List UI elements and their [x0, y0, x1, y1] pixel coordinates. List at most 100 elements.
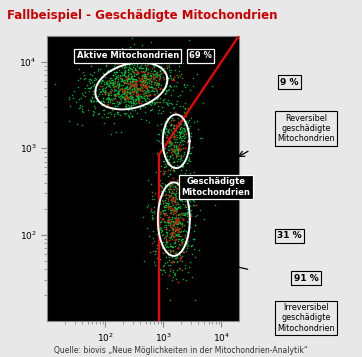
Point — [156, 64, 162, 70]
Point — [143, 98, 149, 104]
Point — [186, 264, 192, 270]
Point — [131, 81, 137, 87]
Point — [179, 183, 185, 188]
Point — [180, 60, 186, 66]
Point — [128, 104, 134, 109]
Point — [186, 183, 192, 189]
Point — [141, 53, 147, 59]
Point — [172, 135, 178, 140]
Point — [179, 163, 185, 169]
Point — [173, 255, 178, 261]
Point — [170, 194, 176, 200]
Point — [174, 216, 180, 222]
Point — [157, 266, 163, 272]
Point — [139, 78, 145, 84]
Point — [130, 89, 135, 95]
Point — [155, 103, 161, 109]
Point — [131, 76, 136, 82]
Point — [140, 73, 146, 79]
Point — [89, 84, 94, 90]
Point — [146, 96, 151, 102]
Point — [167, 109, 172, 115]
Point — [196, 248, 202, 253]
Point — [116, 67, 122, 73]
Point — [128, 66, 134, 72]
Point — [212, 202, 218, 208]
Point — [176, 141, 182, 146]
Point — [163, 123, 169, 129]
Point — [105, 101, 110, 107]
Point — [127, 98, 132, 104]
Point — [168, 197, 174, 202]
Point — [168, 161, 173, 167]
Point — [139, 69, 144, 75]
Point — [173, 207, 178, 213]
Point — [121, 70, 127, 75]
Point — [90, 111, 96, 117]
Point — [123, 105, 129, 110]
Point — [137, 91, 143, 97]
Point — [186, 192, 192, 198]
Point — [173, 212, 179, 218]
Point — [174, 135, 180, 140]
Point — [119, 85, 125, 91]
Point — [172, 239, 177, 245]
Point — [123, 76, 129, 82]
Point — [172, 198, 178, 204]
Point — [166, 192, 172, 198]
Point — [171, 131, 176, 137]
Point — [79, 90, 85, 96]
Point — [116, 91, 122, 97]
Point — [157, 227, 163, 232]
Point — [175, 226, 181, 232]
Point — [180, 188, 186, 193]
Point — [111, 92, 117, 98]
Point — [171, 271, 177, 277]
Point — [123, 80, 129, 85]
Point — [181, 131, 186, 137]
Point — [200, 100, 206, 106]
Point — [136, 86, 142, 91]
Point — [173, 231, 178, 237]
Point — [178, 237, 184, 242]
Point — [168, 165, 174, 170]
Point — [157, 67, 163, 72]
Point — [153, 80, 159, 86]
Point — [168, 122, 173, 127]
Point — [168, 182, 174, 188]
Point — [181, 82, 187, 88]
Point — [153, 82, 159, 87]
Point — [122, 73, 127, 79]
Point — [80, 69, 86, 75]
Point — [180, 162, 186, 168]
Point — [138, 82, 143, 88]
Point — [169, 152, 175, 158]
Point — [177, 172, 182, 178]
Point — [171, 221, 177, 227]
Point — [173, 151, 179, 157]
Point — [171, 160, 177, 165]
Point — [181, 151, 186, 157]
Point — [100, 96, 106, 101]
Point — [128, 102, 134, 108]
Point — [176, 129, 182, 135]
Point — [107, 75, 113, 81]
Point — [108, 80, 113, 86]
Point — [172, 164, 177, 169]
Point — [159, 216, 164, 221]
Point — [168, 67, 174, 73]
Point — [149, 212, 155, 218]
Point — [130, 79, 135, 84]
Point — [136, 78, 142, 84]
Point — [199, 135, 205, 141]
Point — [125, 86, 131, 92]
Point — [108, 90, 114, 95]
Point — [167, 266, 173, 272]
Point — [181, 243, 187, 249]
Point — [177, 218, 182, 224]
Point — [155, 110, 161, 116]
Point — [151, 259, 157, 265]
Point — [91, 109, 97, 115]
Point — [161, 204, 167, 210]
Point — [177, 205, 182, 211]
